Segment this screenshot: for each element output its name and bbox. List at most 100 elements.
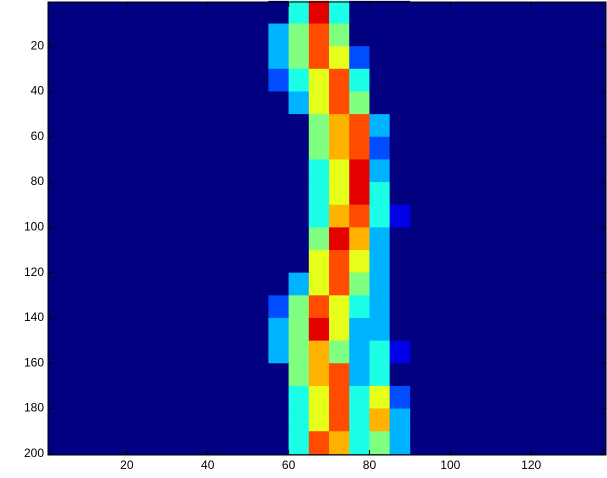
x-tick-label: 80 (363, 458, 377, 472)
heatmap-cell (349, 227, 370, 251)
heatmap-cell (369, 46, 390, 70)
heatmap-cell (268, 295, 289, 319)
heatmap-cell (268, 159, 289, 183)
y-tick-label: 20 (31, 38, 45, 52)
heatmap-cell (308, 250, 330, 273)
x-tick-label: 40 (201, 458, 215, 472)
heatmap-cell (369, 317, 390, 341)
heatmap-cell (369, 182, 390, 206)
heatmap-cell (288, 431, 310, 455)
heatmap-cell (268, 204, 289, 228)
heatmap-cell (268, 250, 289, 273)
heatmap-cell (389, 114, 411, 138)
heatmap-cell (288, 295, 310, 319)
heatmap-cell (349, 23, 370, 47)
heatmap-cell (288, 340, 310, 364)
heatmap-cell (329, 0, 350, 24)
heatmap-cell (308, 363, 330, 387)
heatmap-cell (369, 114, 390, 138)
heatmap-cell (369, 23, 390, 47)
heatmap-cell (308, 295, 330, 319)
y-tick-label: 100 (24, 220, 44, 234)
heatmap-cell (329, 385, 350, 409)
heatmap-cell (389, 250, 411, 273)
heatmap-cell (369, 363, 390, 387)
heatmap-cell (369, 385, 390, 409)
y-tick-label: 180 (24, 401, 44, 415)
heatmap-cell (288, 23, 310, 47)
heatmap-cell (329, 227, 350, 251)
heatmap-cell (268, 431, 289, 455)
heatmap-cell (349, 250, 370, 273)
heatmap-cell (268, 227, 289, 251)
heatmap-cell (389, 340, 411, 364)
heatmap-cell (268, 68, 289, 92)
heatmap-cell (268, 363, 289, 387)
heatmap-cell (369, 295, 390, 319)
heatmap-cell (349, 431, 370, 455)
heatmap-cell (389, 363, 411, 387)
y-tick-label: 140 (24, 310, 44, 324)
heatmap-cell (329, 46, 350, 70)
heatmap-cell (389, 182, 411, 206)
heatmap-cell (349, 91, 370, 115)
heatmap-cell (288, 227, 310, 251)
heatmap-cell (308, 114, 330, 138)
heatmap-cells (48, 0, 606, 455)
heatmap-cell (389, 295, 411, 319)
heatmap-cell (308, 182, 330, 206)
heatmap-cell (349, 68, 370, 92)
heatmap-cell (288, 250, 310, 273)
heatmap-cell (329, 91, 350, 115)
heatmap-cell (389, 408, 411, 432)
heatmap-cell (288, 363, 310, 387)
heatmap-cell (369, 0, 390, 24)
heatmap-cell (329, 272, 350, 296)
heatmap-cell (308, 408, 330, 432)
heatmap-cell (329, 23, 350, 47)
heatmap-cell (268, 272, 289, 296)
heatmap-cell (308, 340, 330, 364)
y-tick-label: 40 (31, 84, 45, 98)
heatmap-cell (288, 46, 310, 70)
heatmap-cell (288, 408, 310, 432)
heatmap-cell (329, 431, 350, 455)
heatmap-cell (389, 46, 411, 70)
heatmap-cell (329, 159, 350, 183)
heatmap-cell (389, 91, 411, 115)
heatmap-cell (288, 385, 310, 409)
heatmap-cell (349, 182, 370, 206)
heatmap-cell (369, 91, 390, 115)
heatmap-cell (288, 182, 310, 206)
heatmap-cell (268, 136, 289, 160)
heatmap-cell (389, 272, 411, 296)
heatmap-cell (329, 114, 350, 138)
heatmap-cell (308, 68, 330, 92)
heatmap-cell (329, 340, 350, 364)
heatmap-cell (369, 340, 390, 364)
heatmap-cell (349, 408, 370, 432)
heatmap-cell (389, 317, 411, 341)
y-tick-label: 120 (24, 265, 44, 279)
y-tick-label: 160 (24, 355, 44, 369)
heatmap-cell (288, 136, 310, 160)
heatmap-cell (288, 68, 310, 92)
heatmap-cell (308, 0, 330, 24)
heatmap-cell (268, 0, 289, 24)
heatmap-cell (369, 227, 390, 251)
heatmap-cell (329, 68, 350, 92)
heatmap-cell (308, 317, 330, 341)
heatmap-cell (369, 272, 390, 296)
heatmap-cell (369, 431, 390, 455)
heatmap-cell (288, 114, 310, 138)
heatmap-cell (349, 317, 370, 341)
heatmap-cell (349, 114, 370, 138)
heatmap-cell (389, 68, 411, 92)
x-tick-label: 60 (282, 458, 296, 472)
heatmap-cell (349, 136, 370, 160)
heatmap-cell (349, 272, 370, 296)
heatmap-cell (389, 159, 411, 183)
heatmap-cell (268, 408, 289, 432)
heatmap-cell (349, 385, 370, 409)
